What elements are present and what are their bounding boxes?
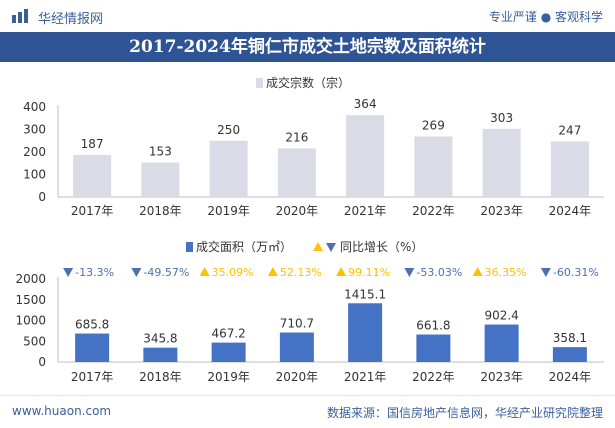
x-tick-label: 2024年: [549, 370, 592, 384]
bar: [550, 141, 589, 197]
bar: [279, 332, 314, 362]
bar: [277, 148, 316, 197]
data-label: 153: [149, 145, 172, 159]
legend-swatch: [256, 78, 263, 88]
data-label: 661.8: [416, 319, 450, 333]
bar: [143, 347, 178, 362]
bar: [211, 342, 246, 362]
data-label: 345.8: [143, 332, 177, 346]
x-tick-label: 2020年: [276, 204, 319, 218]
top-bar: 华经情报网 专业严谨 ● 客观科学: [0, 0, 615, 32]
y-tick-label: 200: [23, 145, 46, 159]
chart-title: 2017-2024年铜仁市成交土地宗数及面积统计: [129, 37, 486, 57]
data-label: 364: [354, 97, 377, 111]
data-label: 216: [285, 130, 308, 144]
data-source: 数据来源：国信房地产信息网，华经产业研究院整理: [326, 406, 603, 420]
bar: [482, 128, 521, 197]
y-tick-label: 0: [38, 190, 46, 204]
yoy-label: -53.03%: [416, 266, 462, 279]
down-arrow-icon: [63, 268, 74, 277]
yoy-label: -13.3%: [75, 266, 114, 279]
down-arrow-icon: [540, 268, 551, 277]
x-tick-label: 2023年: [480, 204, 523, 218]
yoy-label: -60.31%: [553, 266, 599, 279]
bar: [346, 115, 385, 197]
y-tick-label: 300: [23, 123, 46, 137]
x-tick-label: 2019年: [207, 204, 250, 218]
area-chart: 成交面积（万㎡） 同比增长（%） 0 500 1000 1500 2000 685.8 2017…: [15, 239, 604, 384]
bar: [552, 347, 587, 362]
x-tick-label: 2019年: [207, 370, 250, 384]
area-chart-panel: 成交面积（万㎡） 同比增长（%） 0 500 1000 1500 2000 685.8 2017…: [4, 234, 611, 392]
x-tick-label: 2023年: [480, 370, 523, 384]
bar: [414, 136, 453, 197]
data-label: 710.7: [280, 317, 314, 331]
yoy-label: 35.09%: [212, 266, 254, 279]
title-bar: 2017-2024年铜仁市成交土地宗数及面积统计: [0, 32, 615, 62]
data-label: 902.4: [484, 309, 518, 323]
x-tick-label: 2022年: [412, 370, 455, 384]
tagline: 专业严谨 ● 客观科学: [488, 10, 603, 24]
y-tick-label: 2000: [15, 272, 46, 286]
legend-swatch: [186, 242, 193, 252]
data-label: 303: [490, 111, 513, 125]
site-url[interactable]: www.huaon.com: [12, 404, 112, 418]
y-tick-label: 1500: [15, 293, 46, 307]
site-name: 华经情报网: [38, 12, 104, 27]
down-arrow-icon: [404, 268, 415, 277]
yoy-label: 99.11%: [348, 266, 390, 279]
x-tick-label: 2017年: [71, 370, 114, 384]
up-arrow-icon: [267, 267, 278, 276]
up-arrow-icon: [199, 267, 210, 276]
x-tick-label: 2020年: [276, 370, 319, 384]
data-label: 250: [217, 123, 240, 137]
bar: [73, 154, 112, 197]
bar: [209, 140, 248, 197]
footer: www.huaon.com 数据来源：国信房地产信息网，华经产业研究院整理: [0, 395, 615, 428]
y-tick-label: 500: [23, 334, 46, 348]
bar: [348, 303, 383, 362]
data-label: 247: [558, 123, 581, 137]
down-arrow-icon: [326, 243, 336, 252]
logo-icon: [12, 9, 28, 23]
bar: [141, 162, 180, 197]
data-label: 1415.1: [344, 287, 386, 301]
y-tick-label: 0: [38, 355, 46, 369]
x-tick-label: 2017年: [71, 204, 114, 218]
data-label: 187: [81, 137, 104, 151]
x-tick-label: 2018年: [139, 204, 182, 218]
up-arrow-icon: [313, 242, 323, 251]
data-label: 467.2: [211, 327, 245, 341]
up-arrow-icon: [336, 267, 347, 276]
bar: [484, 324, 519, 362]
x-tick-label: 2022年: [412, 204, 455, 218]
count-chart: 成交宗数（宗） 0 100 200 300 400 187 2017年 153 2018年 250 2…: [23, 75, 604, 218]
data-label: 685.8: [75, 318, 109, 332]
legend-label: 成交宗数（宗）: [266, 75, 350, 90]
up-arrow-icon: [472, 267, 483, 276]
data-label: 269: [422, 118, 445, 132]
y-tick-label: 400: [23, 100, 46, 114]
x-tick-label: 2024年: [549, 204, 592, 218]
down-arrow-icon: [131, 268, 142, 277]
x-tick-label: 2021年: [344, 370, 387, 384]
x-tick-label: 2021年: [344, 204, 387, 218]
legend-label: 成交面积（万㎡）: [196, 239, 292, 254]
data-label: 358.1: [553, 331, 587, 345]
count-chart-panel: 成交宗数（宗） 0 100 200 300 400 187 2017年 153 2018年 250 2…: [4, 66, 611, 230]
y-tick-label: 100: [23, 168, 46, 182]
yoy-label: 52.13%: [280, 266, 322, 279]
bar: [416, 334, 451, 362]
yoy-label: -49.57%: [143, 266, 189, 279]
yoy-label: 36.35%: [485, 266, 527, 279]
x-tick-label: 2018年: [139, 370, 182, 384]
legend-label: 同比增长（%）: [340, 240, 423, 254]
y-tick-label: 1000: [15, 314, 46, 328]
bar: [75, 333, 110, 362]
